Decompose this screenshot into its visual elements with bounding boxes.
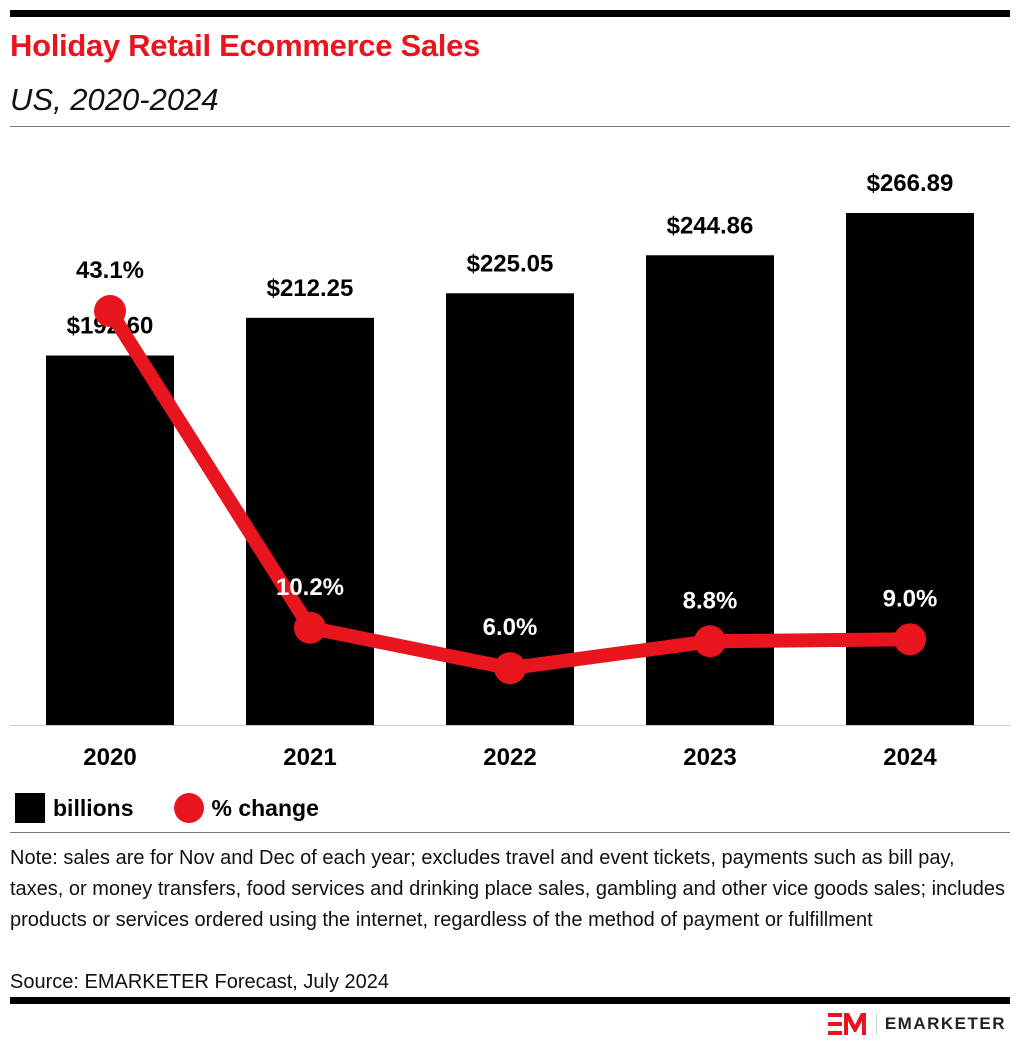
bar-label-2022: $225.05 [467,250,554,277]
pct-point-2022 [494,652,526,685]
header-divider [10,126,1010,127]
legend-line-swatch [173,793,204,823]
chart-plot: $192.602020$212.252021$225.052022$244.86… [10,170,1010,771]
pct-label-2022: 6.0% [483,614,538,641]
x-tick-2024: 2024 [883,744,937,771]
legend-line-label: % change [211,794,319,821]
pct-label-2024: 9.0% [883,585,938,612]
pct-label-2021: 10.2% [276,574,344,601]
bottom-rule [10,997,1010,1004]
logo-text: EMARKETER [875,1014,1006,1034]
pct-label-2020: 43.1% [76,257,144,284]
pct-point-2021 [294,611,326,644]
top-rule [10,10,1010,17]
legend-bar-label: billions [53,794,134,821]
bar-label-2023: $244.86 [667,212,754,239]
chart-subtitle: US, 2020-2024 [10,82,219,117]
x-tick-2022: 2022 [483,744,536,771]
emarketer-logo: EMARKETER [827,1013,1006,1035]
legend-divider [10,832,1010,833]
chart-source: Source: EMARKETER Forecast, July 2024 [10,971,390,993]
bar-label-2021: $212.25 [267,275,354,302]
legend: billions % change [15,793,319,823]
pct-point-2023 [694,625,726,658]
chart-title: Holiday Retail Ecommerce Sales [10,28,481,63]
legend-bar-swatch [15,793,45,823]
bar-2021 [246,317,374,725]
x-tick-2023: 2023 [683,744,736,771]
pct-point-2024 [894,623,926,656]
pct-label-2023: 8.8% [683,587,738,614]
pct-point-2020 [94,295,126,327]
chart-note: Note: sales are for Nov and Dec of each … [10,847,1005,931]
x-tick-2021: 2021 [283,744,336,771]
x-tick-2020: 2020 [83,744,136,771]
bar-label-2024: $266.89 [867,170,954,197]
em-logo-icon [827,1013,866,1035]
bar-2020 [46,355,174,725]
